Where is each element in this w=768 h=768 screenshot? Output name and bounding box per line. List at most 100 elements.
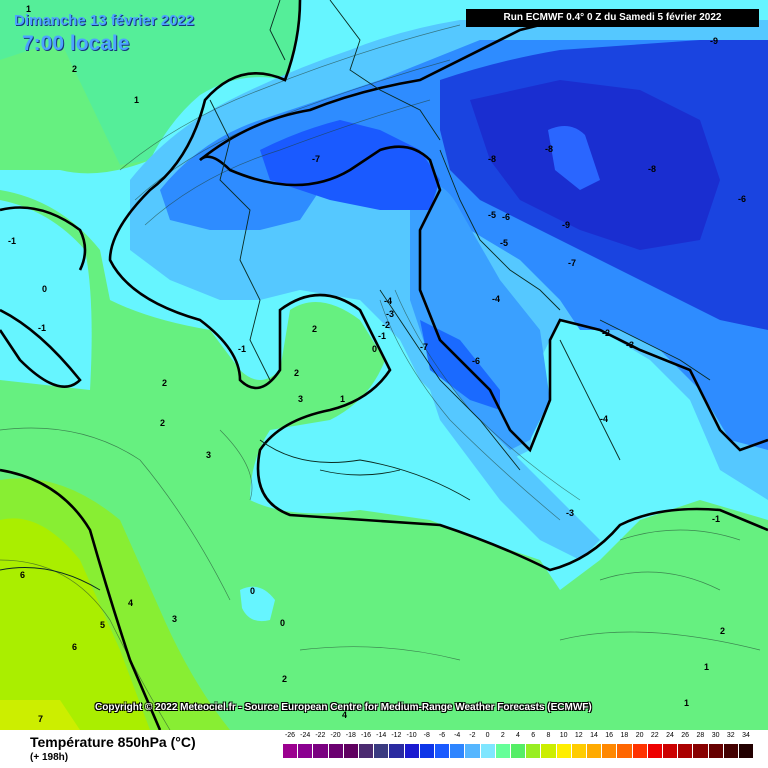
map-label: -3 [386,309,395,319]
scale-color-swatch [283,744,298,758]
scale-tick-label: 6 [531,732,536,739]
cool-zone-northwest [0,0,300,165]
map-label: -1 [378,331,387,341]
scale-color-swatch [739,744,754,758]
scale-color-swatch [571,744,586,758]
cold-zone-cyan-west [0,200,92,390]
map-label: -4 [600,414,609,424]
scale-tick-label: 8 [546,732,551,739]
scale-tick-label: 20 [635,732,644,739]
copyright-notice: Copyright © 2022 Meteociel.fr - Source E… [95,702,592,713]
map-label: 1 [26,4,32,14]
map-label: -7 [312,154,321,164]
scale-tick-label: -22 [315,732,326,739]
map-label: 1 [704,662,710,672]
scale-color-swatch [556,744,571,758]
scale-tick-label: 0 [485,732,490,739]
scale-color-swatch [343,744,358,758]
scale-tick-label: 18 [620,732,629,739]
scale-color-swatch [298,744,313,758]
map-label: -9 [562,220,571,230]
scale-color-swatch [450,744,465,758]
bold-isotherms [0,0,768,730]
scale-tick-label: 14 [590,732,598,739]
map-label: 2 [72,64,78,74]
scale-color-swatch [693,744,708,758]
map-label: -3 [626,340,635,350]
map-label: -4 [492,294,501,304]
scale-tick-label: -24 [300,732,311,739]
map-label: -2 [382,320,391,330]
scale-color-swatch [708,744,723,758]
scale-color-swatch [480,744,495,758]
map-label: -4 [384,296,393,306]
coastlines [0,0,711,591]
scale-color-swatch [328,744,343,758]
map-label: -7 [420,342,429,352]
model-run-banner: Run ECMWF 0.4° 0 Z du Samedi 5 février 2… [466,9,759,27]
scale-color-swatch [541,744,556,758]
scale-tick-label: 34 [742,732,750,739]
scale-color-swatch [404,744,419,758]
scale-tick-label: 4 [516,732,520,739]
temperature-map: Dimanche 13 février 2022 7:00 locale Run… [0,0,768,730]
cold-pocket [548,126,600,190]
map-label: 2 [294,368,300,378]
map-label: 6 [20,570,26,580]
scale-tick-label: -16 [360,732,372,739]
cold-zone-deepblue-alps [260,120,440,210]
legend-footer: Température 850hPa (°C) (+ 198h) -26 -24-… [0,730,768,768]
map-label: -8 [545,144,554,154]
scale-tick-label: -8 [423,732,430,739]
scale-tick-label: 30 [711,732,720,739]
scale-tick-label: -2 [469,732,476,739]
map-label: 3 [298,394,304,404]
warm-zone-corner [0,700,80,730]
map-label: 2 [312,324,318,334]
scale-color-swatch [587,744,602,758]
scale-tick-label: 10 [559,732,568,739]
map-label: -3 [566,508,575,518]
scale-tick-label: 2 [500,732,505,739]
scale-color-swatch [435,744,450,758]
map-label: 2 [720,626,726,636]
map-label: 1 [340,394,346,404]
map-label: -5 [488,210,497,220]
scale-tick-label: 32 [726,732,735,739]
map-canvas [0,0,768,730]
scale-color-swatch [495,744,510,758]
map-label: 0 [280,618,286,628]
scale-color-swatch [647,744,662,758]
variable-title: Température 850hPa (°C) [30,734,196,750]
scale-color-swatch [465,744,480,758]
cold-zone-cyan-island [240,586,275,622]
scale-tick-label: 26 [681,732,690,739]
map-label: 2 [162,378,168,388]
cold-zone-blue-balkan [410,183,550,451]
forecast-time: 7:00 locale [22,32,130,55]
scale-color-swatch [313,744,328,758]
map-label: 3 [206,450,212,460]
cold-zone-lightblue-south [420,360,600,560]
map-label: -5 [500,238,509,248]
scale-tick-label: -20 [330,732,341,739]
scale-tick-label: 28 [696,732,705,739]
scale-tick-label: 22 [650,732,659,739]
scale-color-swatch [526,744,541,758]
map-label: -1 [8,236,17,246]
map-label: 4 [128,598,134,608]
map-label: -1 [712,514,721,524]
scale-color-swatch [602,744,617,758]
map-label: 3 [172,614,178,624]
scale-tick-label: -4 [454,732,461,739]
scale-tick-label: 12 [574,732,583,739]
scale-tick-label: -14 [376,732,387,739]
scale-tick-label: -12 [391,732,402,739]
scale-tick-label: -26 [284,732,296,739]
warm-zone-southwest-inner [0,518,150,730]
scale-color-swatch [663,744,678,758]
scale-tick-label: -18 [345,732,356,739]
forecast-date: Dimanche 13 février 2022 [14,12,195,29]
map-label: -6 [502,212,511,222]
cold-zone-blue-inner [420,320,500,410]
